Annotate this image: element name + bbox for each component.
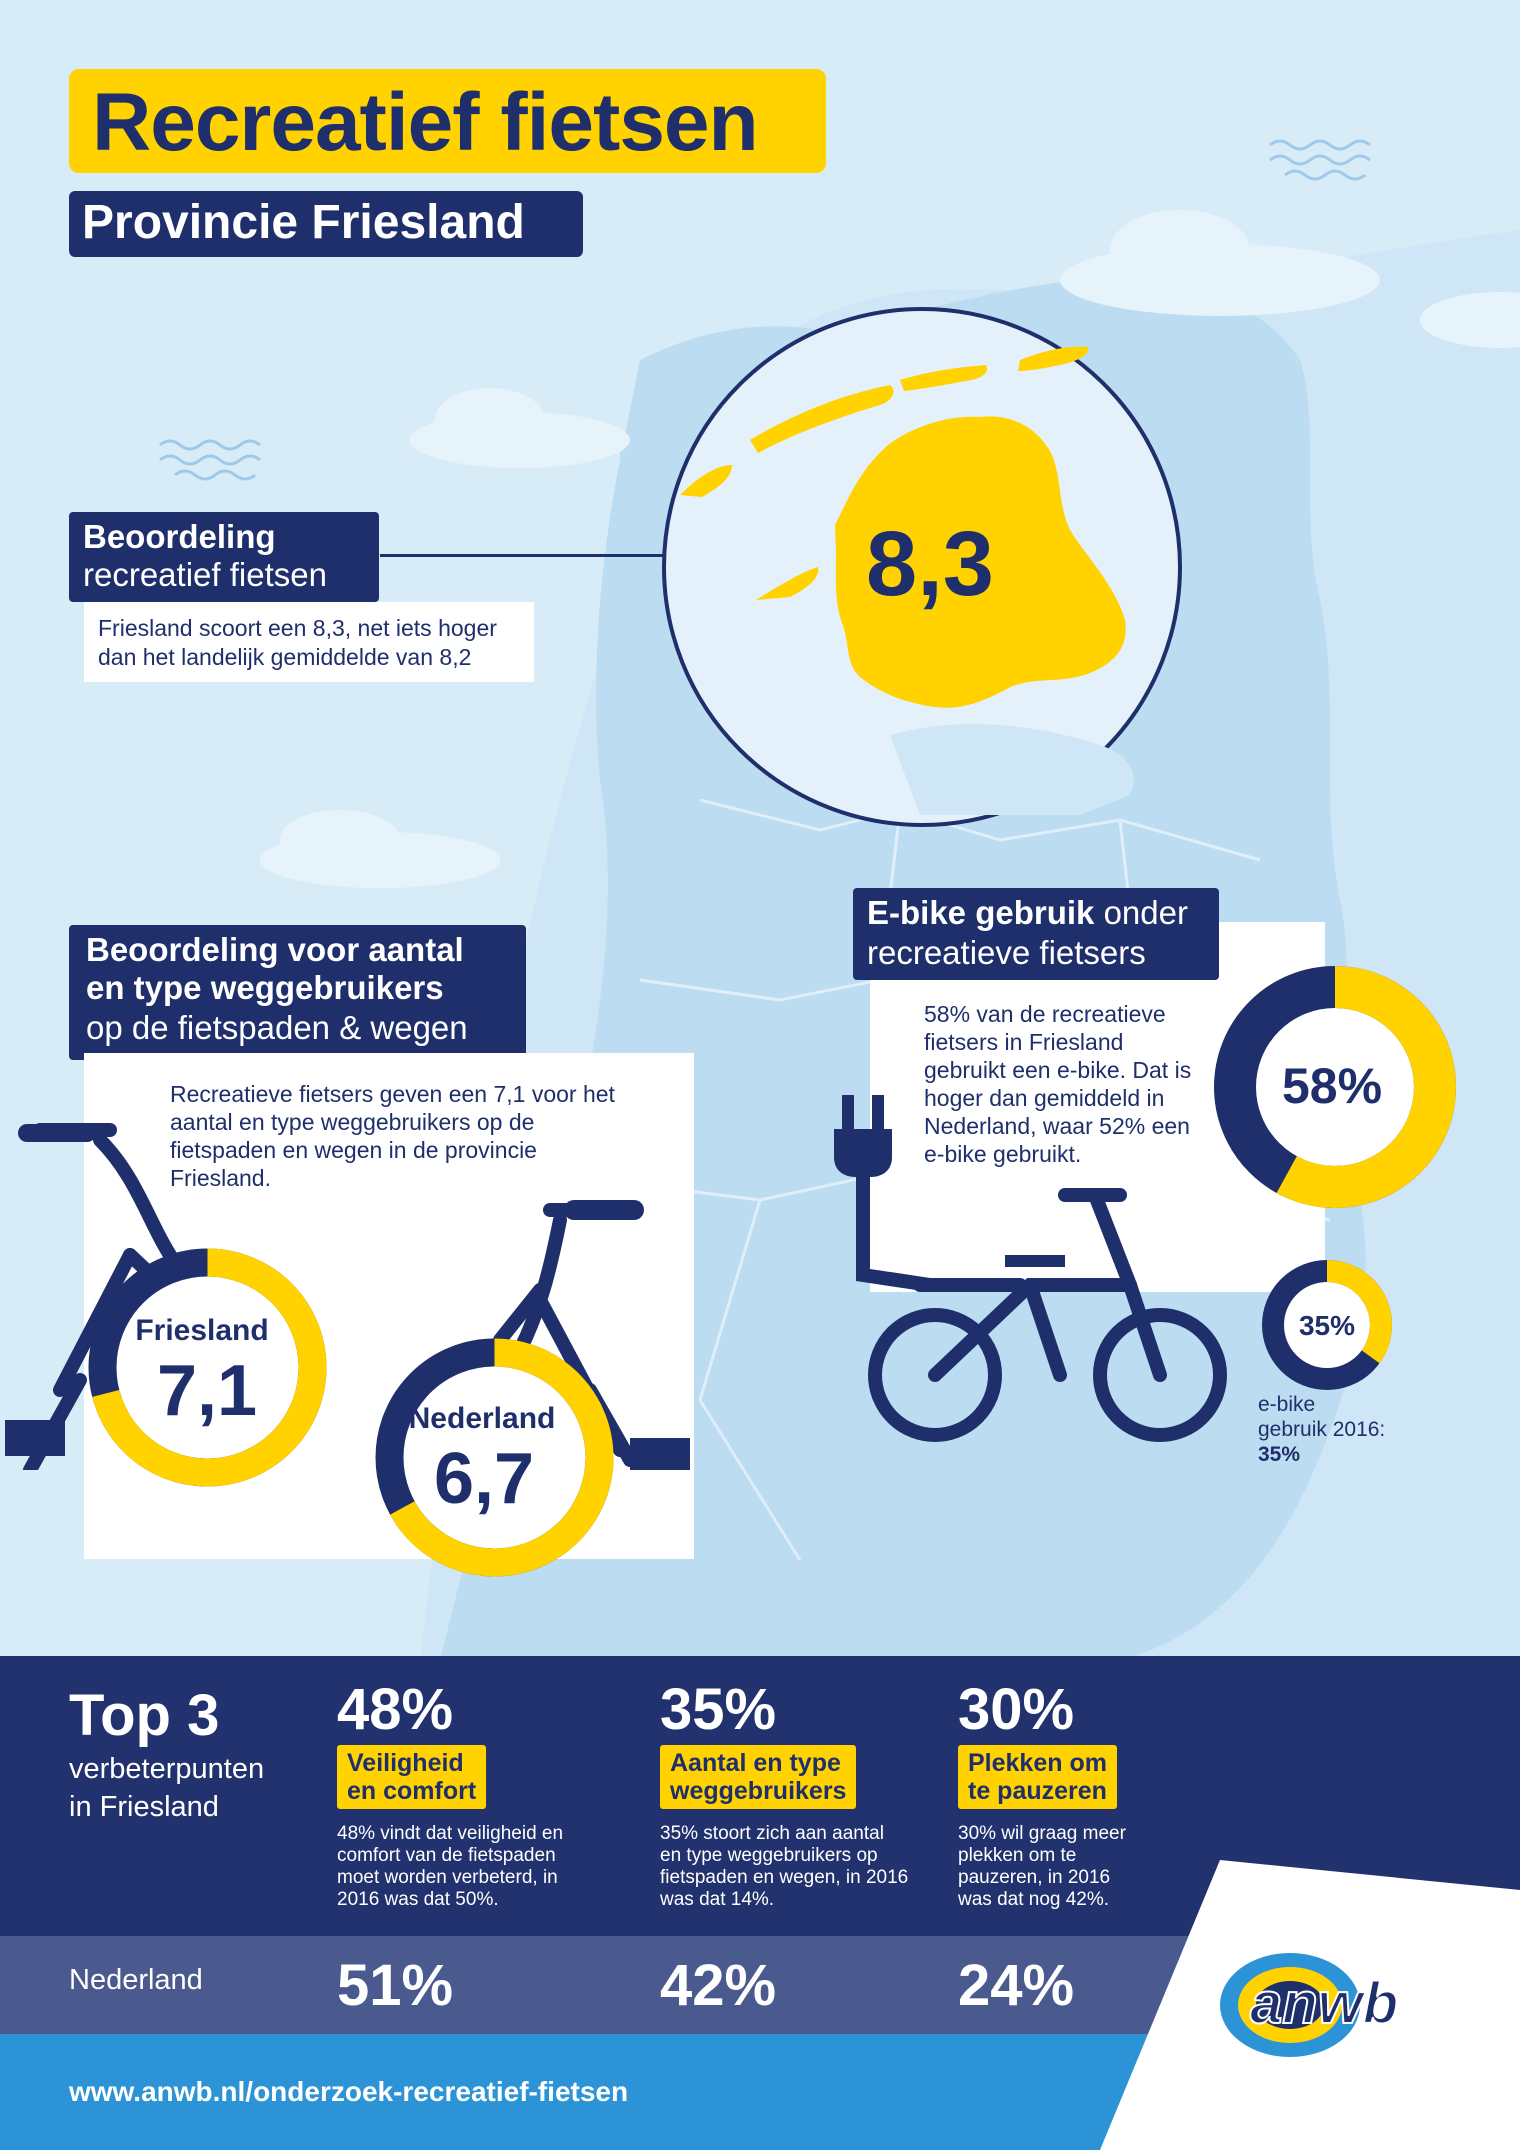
top3-item2-tag-2: weggebruikers (670, 1777, 847, 1805)
top3-subtitle-2: in Friesland (69, 1791, 219, 1823)
page-subtitle: Provincie Friesland (82, 196, 525, 249)
ebike-35-donut: 35% (1262, 1260, 1392, 1390)
friesland-magnifier: 8,3 (662, 307, 1182, 827)
top3-item1-tag: Veiligheid en comfort (337, 1745, 487, 1809)
top3-subtitle-1: verbeterpunten (69, 1753, 265, 1785)
nederland-score-arc (375, 1338, 614, 1577)
anwb-logo-text: anwb (1250, 1971, 1398, 2036)
top3-item2-pct: 35% (660, 1677, 777, 1742)
nederland-donut-score: 6,7 (434, 1439, 534, 1519)
ebike-label-line1: E-bike gebruik onder (867, 894, 1188, 932)
nederland-item2-pct: 42% (660, 1953, 777, 2018)
nederland-item3-pct: 24% (958, 1953, 1075, 2018)
ebike-2016-caption-3: 35% (1258, 1443, 1301, 1466)
rating-label: Beoordeling recreatief fietsen (69, 512, 379, 602)
top3-item2-tag: Aantal en type weggebruikers (660, 1745, 857, 1809)
friesland-score-arc (88, 1248, 327, 1487)
top3-title: Top 3 (69, 1683, 220, 1748)
top3-item3-pct: 30% (958, 1677, 1075, 1742)
rating-score: 8,3 (866, 513, 994, 615)
friesland-score-donut: Friesland 7,1 (88, 1248, 327, 1487)
top3-item2-tag-1: Aantal en type (670, 1749, 841, 1777)
nederland-label: Nederland (69, 1964, 203, 1996)
road-users-label-light: op de fietspaden & wegen (86, 1009, 468, 1046)
ebike-58-arc (1214, 966, 1456, 1208)
ebike-description: 58% van de recreatieve fietsers in Fries… (924, 1001, 1192, 1167)
road-users-label-line1: Beoordeling voor aantal (86, 931, 464, 968)
top3-item1-text: 48% vindt dat veiligheid en comfort van … (337, 1823, 564, 1910)
ebike-35-arc (1262, 1260, 1392, 1390)
road-users-label: Beoordeling voor aantal en type weggebru… (69, 925, 526, 1060)
rating-label-light: recreatief fietsen (83, 556, 327, 593)
ebike-label-light-2: recreatieve fietsers (867, 934, 1146, 971)
ebike-2016-caption-2: gebruik 2016: (1258, 1418, 1386, 1441)
subtitle-box (69, 191, 583, 257)
friesland-donut-label: Friesland (135, 1314, 268, 1347)
top3-item3-text: 30% wil graag meer plekken om te pauzere… (958, 1823, 1126, 1910)
road-users-label-line2: en type weggebruikers (86, 969, 444, 1006)
rating-label-bold: Beoordeling (83, 518, 276, 555)
top3-item3-tag-2: te pauzeren (968, 1777, 1107, 1805)
ebike-2016-caption: e-bike gebruik 2016: 35% (1258, 1392, 1385, 1467)
rating-description: Friesland scoort een 8,3, net iets hoger… (84, 602, 534, 682)
friesland-donut-score: 7,1 (157, 1351, 257, 1431)
ebike-35-value: 35% (1299, 1310, 1355, 1341)
footer-url[interactable]: www.anwb.nl/onderzoek-recreatief-fietsen (69, 2076, 629, 2107)
top3-item3-tag-1: Plekken om (968, 1749, 1107, 1777)
ebike-label: E-bike gebruik onder recreatieve fietser… (853, 888, 1219, 980)
ebike-58-value: 58% (1282, 1058, 1382, 1114)
top3-item3-tag: Plekken om te pauzeren (958, 1745, 1117, 1809)
ebike-label-bold: E-bike gebruik (867, 894, 1095, 931)
nederland-score-donut: Nederland 6,7 (375, 1338, 614, 1577)
title-box (69, 69, 826, 173)
top3-subtitle: verbeterpunten in Friesland (69, 1750, 264, 1826)
road-users-description: Recreatieve fietsers geven een 7,1 voor … (170, 1081, 615, 1191)
rating-connector-line (380, 554, 665, 557)
top3-item2-text: 35% stoort zich aan aantal en type wegge… (660, 1823, 909, 1910)
top3-item1-tag-2: en comfort (347, 1777, 477, 1805)
top3-item1-pct: 48% (337, 1677, 454, 1742)
page-title: Recreatief fietsen (92, 77, 759, 168)
nederland-item1-pct: 51% (337, 1953, 454, 2018)
ebike-2016-caption-1: e-bike (1258, 1393, 1316, 1416)
anwb-logo: anwb (1220, 1953, 1399, 2057)
ebike-label-light-1: onder (1103, 894, 1188, 931)
top3-item1-tag-1: Veiligheid (347, 1749, 464, 1777)
nederland-donut-label: Nederland (409, 1402, 556, 1435)
ebike-58-donut: 58% (1214, 966, 1456, 1208)
ebike-illustration (834, 1095, 1227, 1442)
